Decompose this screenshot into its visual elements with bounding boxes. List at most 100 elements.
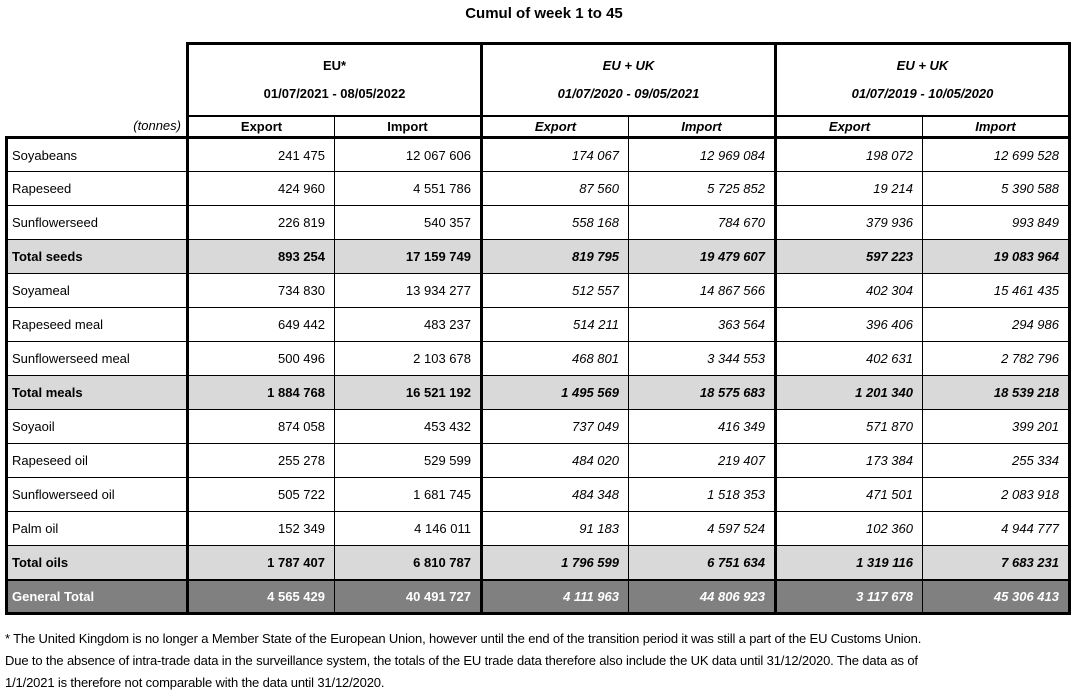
footnote: * The United Kingdom is no longer a Memb… (5, 628, 1087, 694)
corner-cell (6, 43, 188, 116)
col-header-export-3: Export (774, 114, 923, 139)
value-cell: 226 819 (186, 205, 335, 240)
value-cell: 15 461 435 (922, 273, 1071, 308)
value-cell: 4 111 963 (480, 578, 629, 615)
footnote-line: Due to the absence of intra-trade data i… (5, 653, 918, 668)
table-header: EU* 01/07/2021 - 08/05/2022 EU + UK 01/07/2… (6, 42, 1071, 139)
value-cell: 4 551 786 (334, 171, 482, 206)
row-label: General Total (5, 578, 189, 615)
trade-data-table: EU* 01/07/2021 - 08/05/2022 EU + UK 01/07/2… (5, 42, 1071, 615)
value-cell: 399 201 (922, 409, 1071, 444)
group-name: EU + UK (896, 57, 949, 73)
value-cell: 174 067 (480, 137, 629, 172)
col-header-import-1: Import (334, 114, 482, 139)
value-cell: 241 475 (186, 137, 335, 172)
column-header-row: (tonnes) Export Import Export Import Export I… (6, 114, 1071, 139)
group-name: EU + UK (602, 57, 655, 73)
value-cell: 893 254 (186, 239, 335, 274)
value-cell: 514 211 (480, 307, 629, 342)
row-label: Total seeds (5, 239, 189, 274)
col-header-import-3: Import (922, 114, 1071, 139)
table-body: Soyabeans 241 475 12 067 606 174 067 12 969 … (5, 137, 1071, 615)
value-cell: 1 681 745 (334, 477, 482, 512)
value-cell: 173 384 (774, 443, 923, 478)
value-cell: 19 083 964 (922, 239, 1071, 274)
value-cell: 597 223 (774, 239, 923, 274)
table-row: Sunflowerseed meal 500 496 2 103 678 468 80… (5, 341, 1071, 376)
value-cell: 19 479 607 (628, 239, 776, 274)
value-cell: 14 867 566 (628, 273, 776, 308)
value-cell: 255 278 (186, 443, 335, 478)
value-cell: 1 495 569 (480, 375, 629, 410)
value-cell: 219 407 (628, 443, 776, 478)
value-cell: 3 117 678 (774, 578, 923, 615)
table-row: Rapeseed 424 960 4 551 786 87 560 5 725 852 1… (5, 171, 1071, 206)
value-cell: 484 348 (480, 477, 629, 512)
value-cell: 91 183 (480, 511, 629, 546)
group-header-row: EU* 01/07/2021 - 08/05/2022 EU + UK 01/07/2… (6, 42, 1071, 117)
value-cell: 540 357 (334, 205, 482, 240)
value-cell: 1 201 340 (774, 375, 923, 410)
table-row: Rapeseed oil 255 278 529 599 484 020 219 407… (5, 443, 1071, 478)
value-cell: 18 575 683 (628, 375, 776, 410)
value-cell: 484 020 (480, 443, 629, 478)
value-cell: 468 801 (480, 341, 629, 376)
value-cell: 819 795 (480, 239, 629, 274)
table-row: Total seeds 893 254 17 159 749 819 795 19 47… (5, 239, 1071, 274)
value-cell: 471 501 (774, 477, 923, 512)
group-period: 01/07/2019 - 10/05/2020 (851, 86, 994, 101)
col-header-export-2: Export (480, 114, 629, 139)
value-cell: 6 751 634 (628, 545, 776, 580)
value-cell: 3 344 553 (628, 341, 776, 376)
value-cell: 4 597 524 (628, 511, 776, 546)
value-cell: 379 936 (774, 205, 923, 240)
value-cell: 363 564 (628, 307, 776, 342)
value-cell: 453 432 (334, 409, 482, 444)
row-label: Soyabeans (5, 137, 189, 172)
value-cell: 512 557 (480, 273, 629, 308)
value-cell: 12 067 606 (334, 137, 482, 172)
row-label: Rapeseed meal (5, 307, 189, 342)
row-label: Total meals (5, 375, 189, 410)
value-cell: 1 796 599 (480, 545, 629, 580)
row-label: Sunflowerseed (5, 205, 189, 240)
value-cell: 2 083 918 (922, 477, 1071, 512)
value-cell: 18 539 218 (922, 375, 1071, 410)
table-row: Sunflowerseed oil 505 722 1 681 745 484 348… (5, 477, 1071, 512)
value-cell: 993 849 (922, 205, 1071, 240)
group-period: 01/07/2021 - 08/05/2022 (263, 86, 406, 101)
page-title: Cumul of week 1 to 45 (465, 5, 623, 22)
group-header-1: EU* 01/07/2021 - 08/05/2022 (186, 42, 483, 117)
value-cell: 1 319 116 (774, 545, 923, 580)
value-cell: 424 960 (186, 171, 335, 206)
value-cell: 1 787 407 (186, 545, 335, 580)
value-cell: 45 306 413 (922, 578, 1071, 615)
value-cell: 734 830 (186, 273, 335, 308)
value-cell: 571 870 (774, 409, 923, 444)
value-cell: 255 334 (922, 443, 1071, 478)
group-header-3: EU + UK 01/07/2019 - 10/05/2020 (774, 42, 1071, 117)
value-cell: 4 944 777 (922, 511, 1071, 546)
value-cell: 17 159 749 (334, 239, 482, 274)
value-cell: 402 631 (774, 341, 923, 376)
value-cell: 529 599 (334, 443, 482, 478)
value-cell: 784 670 (628, 205, 776, 240)
value-cell: 19 214 (774, 171, 923, 206)
row-label: Soyameal (5, 273, 189, 308)
table-row: Soyameal 734 830 13 934 277 512 557 14 867 5… (5, 273, 1071, 308)
table-row: General Total 4 565 429 40 491 727 4 111 96… (5, 578, 1071, 615)
value-cell: 4 146 011 (334, 511, 482, 546)
row-label: Sunflowerseed oil (5, 477, 189, 512)
value-cell: 1 884 768 (186, 375, 335, 410)
value-cell: 5 725 852 (628, 171, 776, 206)
value-cell: 396 406 (774, 307, 923, 342)
value-cell: 500 496 (186, 341, 335, 376)
value-cell: 402 304 (774, 273, 923, 308)
footnote-line: 1/1/2021 is therefore not comparable wit… (5, 675, 385, 690)
value-cell: 6 810 787 (334, 545, 482, 580)
value-cell: 416 349 (628, 409, 776, 444)
group-name: EU* (322, 57, 347, 73)
table-row: Sunflowerseed 226 819 540 357 558 168 784 67… (5, 205, 1071, 240)
value-cell: 44 806 923 (628, 578, 776, 615)
value-cell: 1 518 353 (628, 477, 776, 512)
